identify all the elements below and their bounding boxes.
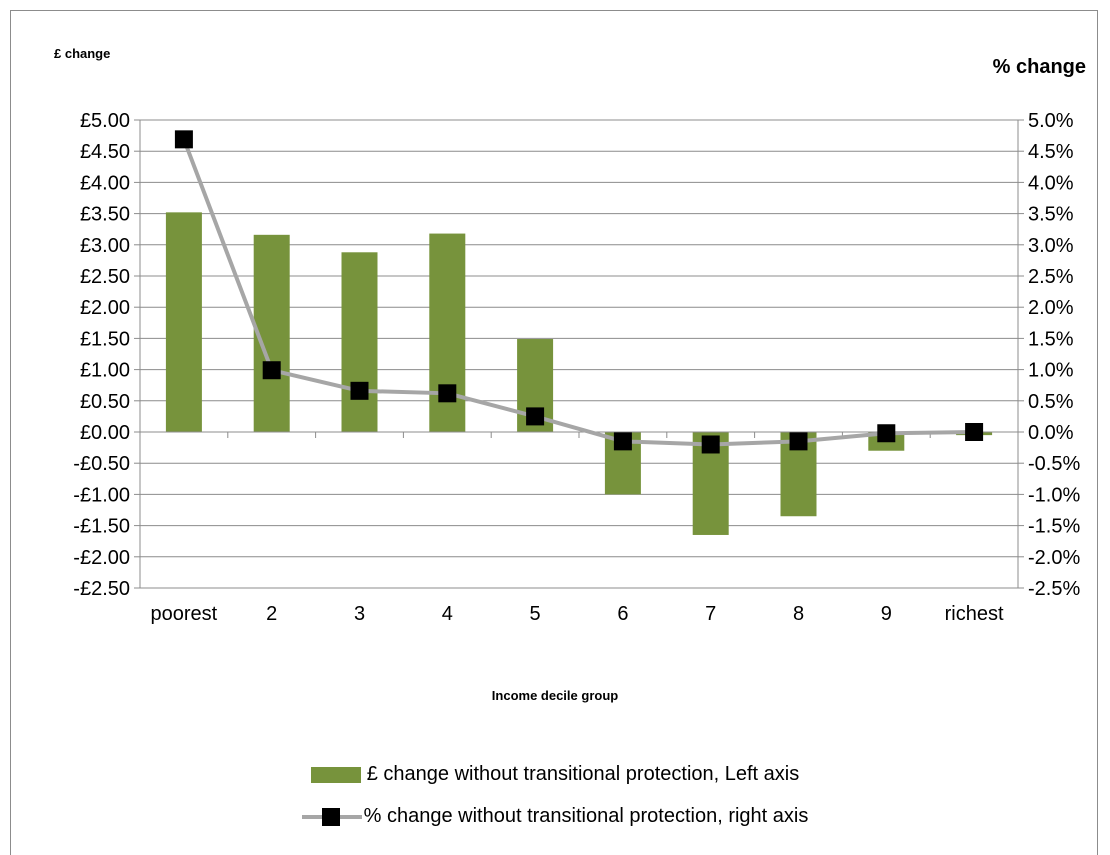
right-tick-label: -2.0% — [1028, 547, 1080, 569]
right-tick-label: 5.0% — [1028, 110, 1074, 132]
x-tick-label: poorest — [151, 603, 218, 625]
right-tick-label: -1.0% — [1028, 484, 1080, 506]
line-marker — [174, 130, 193, 149]
line-marker — [438, 384, 457, 403]
right-axis-title: % change — [992, 56, 1086, 78]
left-tick-label: -£0.50 — [73, 453, 130, 475]
right-tick-label: 3.5% — [1028, 204, 1074, 226]
bar — [165, 212, 202, 432]
axes — [134, 119, 1024, 589]
bar — [341, 252, 378, 432]
legend-line-swatch — [301, 807, 362, 827]
right-tick-label: 4.0% — [1028, 172, 1074, 194]
line-marker — [877, 424, 896, 443]
x-tick-label: 8 — [793, 603, 804, 625]
right-tick-label: 0.0% — [1028, 422, 1074, 444]
left-tick-label: -£1.50 — [73, 516, 130, 538]
right-tick-label: 2.0% — [1028, 297, 1074, 319]
left-tick-label: -£2.00 — [73, 547, 130, 569]
right-tick-label: 4.5% — [1028, 141, 1074, 163]
right-tick-label: -2.5% — [1028, 578, 1080, 600]
right-tick-label: -0.5% — [1028, 453, 1080, 475]
line-marker — [701, 435, 720, 454]
right-tick-label: 3.0% — [1028, 235, 1074, 257]
left-axis-title: £ change — [54, 46, 111, 61]
right-tick-label: 1.0% — [1028, 360, 1074, 382]
legend-item-line: % change without transitional protection… — [0, 805, 1110, 828]
line-marker — [526, 407, 545, 426]
left-tick-label: £4.50 — [80, 141, 130, 163]
line-marker — [350, 381, 369, 400]
left-tick-label: £2.50 — [80, 266, 130, 288]
legend-line-label: % change without transitional protection… — [363, 805, 809, 827]
right-tick-label: 1.5% — [1028, 328, 1074, 350]
line-marker — [965, 423, 984, 441]
line-marker — [613, 432, 632, 451]
line-series — [174, 130, 984, 454]
x-tick-label: 3 — [354, 603, 365, 625]
line-marker — [262, 361, 281, 380]
right-tick-label: 2.5% — [1028, 266, 1074, 288]
left-tick-label: £0.00 — [80, 422, 130, 444]
line-marker — [789, 432, 808, 451]
right-tick-label: 0.5% — [1028, 391, 1074, 413]
bar-series — [165, 212, 993, 535]
x-tick-label: 9 — [881, 603, 892, 625]
x-tick-label: 7 — [705, 603, 716, 625]
left-tick-label: £0.50 — [80, 391, 130, 413]
legend-bar-swatch — [310, 766, 361, 783]
left-tick-label: -£2.50 — [73, 578, 130, 600]
left-tick-label: £1.50 — [80, 328, 130, 350]
series-line — [182, 138, 975, 447]
tick-labels: £5.00 £4.50 £4.00 £3.50 £3.00 £2.50 £2.00 £1.50… — [73, 110, 1080, 625]
left-tick-label: £4.00 — [80, 172, 130, 194]
x-tick-label: 5 — [530, 603, 541, 625]
left-tick-label: £3.50 — [80, 204, 130, 226]
legend-item-bar: £ change without transitional protection… — [0, 763, 1110, 786]
x-tick-label: 2 — [266, 603, 277, 625]
x-tick-label: richest — [945, 603, 1004, 625]
left-tick-label: £2.00 — [80, 297, 130, 319]
x-tick-label: 4 — [442, 603, 453, 625]
x-axis-title: Income decile group — [491, 688, 619, 703]
left-tick-label: £3.00 — [80, 235, 130, 257]
left-tick-label: £1.00 — [80, 360, 130, 382]
left-tick-label: £5.00 — [80, 110, 130, 132]
legend-bar-label: £ change without transitional protection… — [366, 763, 800, 785]
left-tick-label: -£1.00 — [73, 484, 130, 506]
right-tick-label: -1.5% — [1028, 516, 1080, 538]
x-tick-label: 6 — [617, 603, 628, 625]
